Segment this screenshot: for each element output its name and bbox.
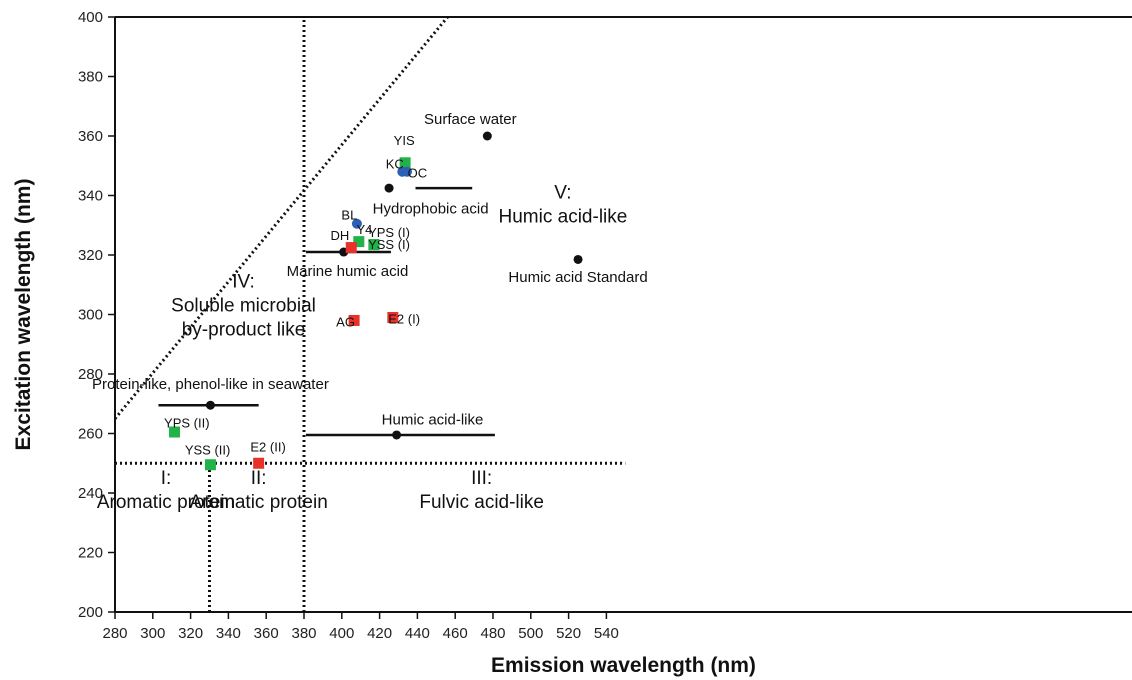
region-label: V: Humic acid-like: [499, 182, 628, 227]
region-label-line: IV:: [232, 272, 255, 293]
range-label: Protein-like, phenol-like in seawater: [92, 376, 329, 393]
range-label: Marine humic acid: [287, 263, 409, 280]
marker-red: [348, 314, 360, 326]
marker-green: [169, 426, 181, 438]
y-tick-label: 240: [78, 485, 103, 502]
region-label-line: Aromatic protein: [97, 492, 235, 513]
x-tick-label: 540: [594, 625, 619, 642]
boundary-lines: [113, 16, 626, 612]
point-label: AG: [336, 314, 355, 329]
y-tick-label: 360: [78, 128, 103, 145]
region-labels: I: Aromatic protein II: Aromatic protein III…: [97, 182, 627, 513]
x-tick-label: 460: [443, 625, 468, 642]
marker-blue: [351, 218, 362, 229]
region-label-line: II:: [251, 468, 267, 489]
region-label: I: Aromatic protein: [97, 468, 235, 513]
range-center-point: [392, 430, 402, 440]
region-label-line: I:: [161, 468, 172, 489]
marker-red: [253, 457, 265, 469]
point-label: OC: [408, 166, 428, 181]
boundary-line-4: [113, 16, 449, 420]
range-label: Hydrophobic acid: [373, 200, 489, 217]
reference-point-label: Humic acid Standard: [508, 269, 647, 286]
x-tick-label: 520: [556, 625, 581, 642]
region-label-line: V:: [554, 182, 571, 203]
x-tick-label: 420: [367, 625, 392, 642]
region-label-line: by-product like: [182, 320, 306, 341]
x-axis-title: Emission wavelength (nm): [491, 654, 756, 677]
y-tick-label: 400: [78, 9, 103, 26]
y-tick-label: 320: [78, 247, 103, 264]
y-tick-label: 260: [78, 426, 103, 443]
reference-ranges: [158, 183, 495, 440]
x-tick-label: 360: [254, 625, 279, 642]
region-label-line: Soluble microbial: [171, 296, 316, 317]
point-label: YPS (II): [164, 416, 210, 431]
marker-green: [368, 239, 380, 251]
point-label: YSS (II): [185, 442, 231, 457]
marker-red: [387, 311, 399, 323]
marker-blue: [402, 166, 413, 177]
region-label-line: III:: [471, 468, 492, 489]
y-axis-title: Excitation wavelength (nm): [12, 179, 35, 451]
y-tick-label: 340: [78, 188, 103, 205]
region-label-line: Humic acid-like: [499, 206, 628, 227]
reference-point-label: Surface water: [424, 111, 517, 128]
region-label-line: Fulvic acid-like: [419, 492, 544, 513]
point-label: DH: [331, 228, 350, 243]
reference-point: [482, 131, 492, 141]
marker-green: [204, 459, 216, 471]
x-axis-ticks: 280 300 320 340 360 380 400 420 440 460 480 500 520 5…: [102, 612, 619, 642]
y-tick-label: 300: [78, 307, 103, 324]
point-label: E2 (II): [250, 439, 285, 454]
x-tick-label: 500: [518, 625, 543, 642]
point-label: E2 (I): [388, 311, 420, 326]
region-label-line: Aromatic protein: [189, 492, 327, 513]
point-label: BL: [341, 207, 357, 222]
point-label: KC: [386, 157, 404, 172]
data-points: [169, 131, 583, 471]
x-tick-label: 280: [102, 625, 127, 642]
y-axis-ticks: 200 220 240 260 280 300 320 340 360 380 400: [78, 9, 115, 621]
range-center-point: [384, 183, 394, 193]
y-tick-label: 380: [78, 69, 103, 86]
point-label: YSS (I): [368, 237, 410, 252]
region-label: II: Aromatic protein: [189, 468, 327, 513]
x-tick-label: 480: [480, 625, 505, 642]
x-tick-label: 380: [291, 625, 316, 642]
region-label: IV: Soluble microbial by-product like: [171, 272, 316, 341]
marker-red: [345, 242, 357, 254]
point-label: Y4: [357, 222, 373, 237]
x-tick-label: 400: [329, 625, 354, 642]
y-tick-label: 200: [78, 604, 103, 621]
range-center-point: [205, 400, 215, 410]
x-tick-label: 340: [216, 625, 241, 642]
marker-green: [353, 236, 365, 248]
range-label: Humic acid-like: [382, 412, 484, 429]
point-label: YPS (I): [368, 225, 410, 240]
y-tick-label: 280: [78, 366, 103, 383]
marker-green: [399, 157, 411, 169]
region-label: III: Fulvic acid-like: [419, 468, 544, 513]
x-tick-label: 320: [178, 625, 203, 642]
x-tick-label: 440: [405, 625, 430, 642]
point-labels: Protein-like, phenol-like in seawater Hum…: [92, 111, 648, 457]
reference-point: [573, 254, 583, 264]
y-tick-label: 220: [78, 545, 103, 562]
x-tick-label: 300: [140, 625, 165, 642]
point-label: YIS: [394, 133, 415, 148]
